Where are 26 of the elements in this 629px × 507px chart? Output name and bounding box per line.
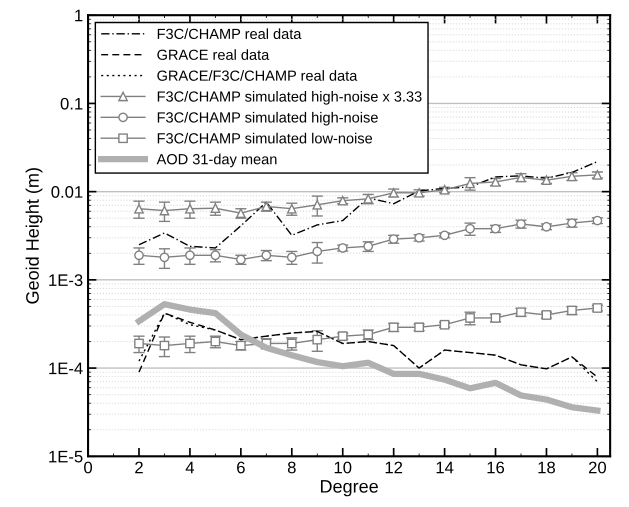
y-axis-title: Geoid Height (m) xyxy=(26,168,42,304)
legend-label: GRACE real data xyxy=(157,49,270,60)
x-tick-label: 16 xyxy=(488,462,504,474)
y-tick-label: 1E-5 xyxy=(49,450,82,463)
x-tick-label: 8 xyxy=(288,462,296,474)
x-tick-label: 0 xyxy=(84,462,92,474)
legend-label: GRACE/F3C/CHAMP real data xyxy=(157,70,358,81)
x-tick-label: 6 xyxy=(237,462,245,474)
y-tick-label: 1 xyxy=(75,10,82,22)
legend-label: F3C/CHAMP simulated high-noise xyxy=(158,112,378,126)
y-tick-label: 0.1 xyxy=(60,98,82,110)
legend-label: F3C/CHAMP simulated high-noise x 3.33 xyxy=(158,90,422,105)
y-tick-label: 1E-3 xyxy=(49,274,82,286)
x-tick-label: 4 xyxy=(186,462,194,474)
x-tick-label: 18 xyxy=(538,462,556,474)
x-tick-label: 2 xyxy=(135,462,143,474)
y-tick-label: 0.01 xyxy=(51,186,82,198)
x-axis-title: Degree xyxy=(320,480,378,496)
y-tick-label: 1E-4 xyxy=(49,362,83,374)
x-tick-label: 10 xyxy=(334,462,352,474)
legend-label: F3C/CHAMP real data xyxy=(158,28,302,40)
x-tick-label: 12 xyxy=(386,462,402,474)
x-tick-label: 14 xyxy=(436,462,454,474)
legend-label: F3C/CHAMP simulated low-noise xyxy=(158,132,372,144)
legend-label: AOD 31-day mean xyxy=(156,154,276,168)
x-tick-label: 20 xyxy=(588,462,606,474)
